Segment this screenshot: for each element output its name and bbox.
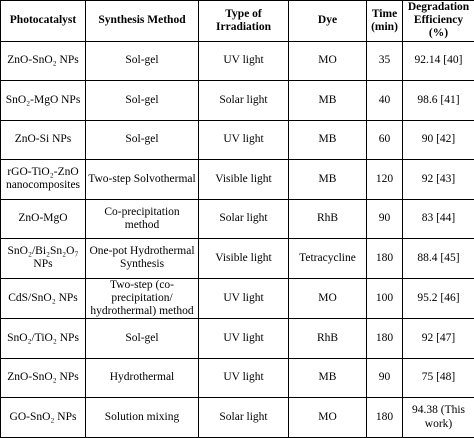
cell-photocatalyst: GO-SnO₂ NPs xyxy=(1,398,86,438)
cell-time: 90 xyxy=(367,199,403,239)
cell-time: 100 xyxy=(367,278,403,319)
cell-irradiation: Visible light xyxy=(199,160,289,200)
cell-efficiency: 92 [47] xyxy=(403,319,474,359)
cell-time: 60 xyxy=(367,120,403,160)
cell-dye: MO xyxy=(289,41,367,81)
table-row: ZnO-Si NPs Sol-gel UV light MB 60 90 [42… xyxy=(1,120,474,160)
cell-method: Two-step Solvothermal xyxy=(86,160,199,200)
cell-photocatalyst: CdS/SnO₂ NPs xyxy=(1,278,86,319)
cell-irradiation: UV light xyxy=(199,41,289,81)
cell-irradiation: UV light xyxy=(199,120,289,160)
cell-efficiency: 95.2 [46] xyxy=(403,278,474,319)
cell-time: 90 xyxy=(367,358,403,398)
table-row: rGO-TiO₂-ZnO nanocomposites Two-step Sol… xyxy=(1,160,474,200)
cell-efficiency: 88.4 [45] xyxy=(403,239,474,279)
cell-efficiency: 92.14 [40] xyxy=(403,41,474,81)
table-row: CdS/SnO₂ NPs Two-step (co-precipitation/… xyxy=(1,278,474,319)
cell-time: 120 xyxy=(367,160,403,200)
cell-irradiation: UV light xyxy=(199,358,289,398)
cell-photocatalyst: ZnO-SnO₂ NPs xyxy=(1,41,86,81)
cell-irradiation: Solar light xyxy=(199,398,289,438)
table-body: ZnO-SnO₂ NPs Sol-gel UV light MO 35 92.1… xyxy=(1,41,474,437)
header-degradation-efficiency: Degradation Efficiency (%) xyxy=(403,1,474,42)
table-row: SnO₂/Bi₂Sn₂O₇ NPs One-pot Hydrothermal S… xyxy=(1,239,474,279)
header-time: Time (min) xyxy=(367,1,403,42)
table-header: Photocatalyst Synthesis Method Type of I… xyxy=(1,1,474,42)
header-dye: Dye xyxy=(289,1,367,42)
header-type-of-irradiation: Type of Irradiation xyxy=(199,1,289,42)
cell-irradiation: UV light xyxy=(199,319,289,359)
cell-dye: Tetracycline xyxy=(289,239,367,279)
cell-photocatalyst: ZnO-SnO₂ NPs xyxy=(1,358,86,398)
cell-irradiation: UV light xyxy=(199,278,289,319)
cell-time: 35 xyxy=(367,41,403,81)
cell-dye: MB xyxy=(289,160,367,200)
table-row: GO-SnO₂ NPs Solution mixing Solar light … xyxy=(1,398,474,438)
table-row: ZnO-MgO Co-precipitation method Solar li… xyxy=(1,199,474,239)
cell-method: Sol-gel xyxy=(86,120,199,160)
cell-method: Sol-gel xyxy=(86,81,199,121)
cell-dye: MO xyxy=(289,398,367,438)
cell-photocatalyst: SnO₂-MgO NPs xyxy=(1,81,86,121)
cell-method: Solution mixing xyxy=(86,398,199,438)
table-row: ZnO-SnO₂ NPs Hydrothermal UV light MB 90… xyxy=(1,358,474,398)
cell-dye: MB xyxy=(289,120,367,160)
cell-efficiency: 83 [44] xyxy=(403,199,474,239)
cell-method: Two-step (co-precipitation/ hydrothermal… xyxy=(86,278,199,319)
cell-irradiation: Solar light xyxy=(199,81,289,121)
cell-dye: RhB xyxy=(289,199,367,239)
header-row: Photocatalyst Synthesis Method Type of I… xyxy=(1,1,474,42)
header-photocatalyst: Photocatalyst xyxy=(1,1,86,42)
cell-photocatalyst: SnO₂/TiO₂ NPs xyxy=(1,319,86,359)
cell-efficiency: 92 [43] xyxy=(403,160,474,200)
cell-method: Hydrothermal xyxy=(86,358,199,398)
cell-efficiency: 94.38 (This work) xyxy=(403,398,474,438)
cell-photocatalyst: ZnO-MgO xyxy=(1,199,86,239)
cell-photocatalyst: rGO-TiO₂-ZnO nanocomposites xyxy=(1,160,86,200)
header-synthesis-method: Synthesis Method xyxy=(86,1,199,42)
cell-dye: MB xyxy=(289,81,367,121)
cell-irradiation: Solar light xyxy=(199,199,289,239)
cell-method: One-pot Hydrothermal Synthesis xyxy=(86,239,199,279)
cell-method: Co-precipitation method xyxy=(86,199,199,239)
cell-efficiency: 75 [48] xyxy=(403,358,474,398)
cell-method: Sol-gel xyxy=(86,41,199,81)
cell-time: 180 xyxy=(367,398,403,438)
cell-photocatalyst: ZnO-Si NPs xyxy=(1,120,86,160)
cell-dye: RhB xyxy=(289,319,367,359)
cell-irradiation: Visible light xyxy=(199,239,289,279)
table-row: SnO₂/TiO₂ NPs Sol-gel UV light RhB 180 9… xyxy=(1,319,474,359)
cell-photocatalyst: SnO₂/Bi₂Sn₂O₇ NPs xyxy=(1,239,86,279)
cell-time: 180 xyxy=(367,239,403,279)
cell-efficiency: 98.6 [41] xyxy=(403,81,474,121)
cell-dye: MO xyxy=(289,278,367,319)
cell-method: Sol-gel xyxy=(86,319,199,359)
cell-efficiency: 90 [42] xyxy=(403,120,474,160)
cell-time: 180 xyxy=(367,319,403,359)
table-row: SnO₂-MgO NPs Sol-gel Solar light MB 40 9… xyxy=(1,81,474,121)
cell-dye: MB xyxy=(289,358,367,398)
cell-time: 40 xyxy=(367,81,403,121)
table-row: ZnO-SnO₂ NPs Sol-gel UV light MO 35 92.1… xyxy=(1,41,474,81)
